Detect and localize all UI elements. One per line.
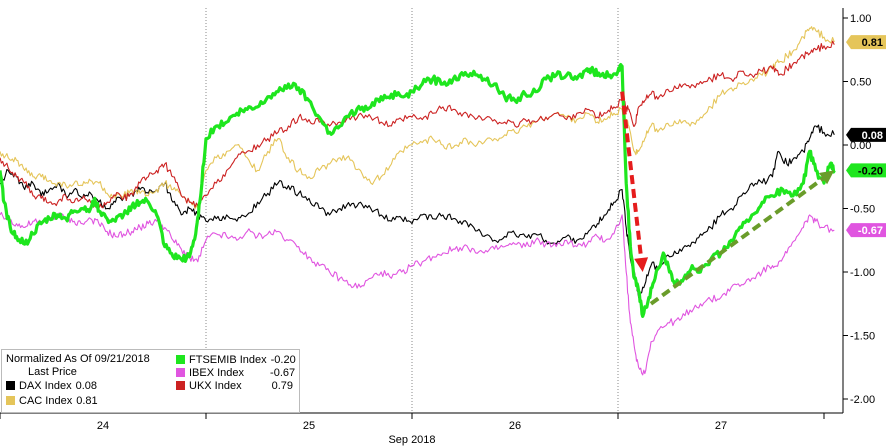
series-line-ftsemib	[0, 62, 836, 318]
last-value-tag-label: 0.81	[862, 37, 883, 49]
legend-swatch	[176, 355, 185, 364]
series-line-cac	[0, 26, 835, 210]
legend-entry-ibex: IBEX Index -0.67	[176, 367, 295, 380]
legend-entry-ukx: UKX Index 0.79	[176, 380, 293, 393]
legend-entry-value: -0.67	[270, 367, 296, 379]
x-tick-label: 26	[509, 420, 521, 432]
legend-entry-ftsemib: FTSEMIB Index -0.20	[176, 354, 296, 367]
legend-swatch	[6, 381, 15, 390]
legend-entry-name: IBEX Index	[189, 367, 245, 379]
y-tick-label: 0.00	[850, 140, 871, 152]
y-tick-label: -0.50	[850, 204, 875, 216]
axes: 1.00 0.50 0.00 -0.50 -1.00 -1.50 -2.00 24 25 26 27…	[0, 8, 875, 446]
annotation-arrow-head	[634, 257, 649, 272]
y-tick-label: -2.00	[850, 394, 875, 406]
legend-subheading: Last Price	[28, 366, 77, 378]
annotation-arrow-head	[818, 170, 835, 185]
y-tick-label: -1.00	[850, 267, 875, 279]
series-layer	[0, 26, 836, 376]
legend-entry-value: -0.20	[270, 354, 296, 366]
x-tick-label: 27	[715, 420, 727, 432]
last-value-tag	[846, 127, 886, 142]
legend-entry-value: 0.08	[75, 380, 98, 392]
series-line-ukx	[0, 40, 835, 210]
legend-heading: Normalized As Of 09/21/2018	[6, 353, 150, 365]
series-line-ibex	[0, 211, 835, 376]
last-value-tag-label: -0.67	[858, 225, 883, 237]
x-tick-label: 25	[303, 420, 315, 432]
legend-swatch	[176, 368, 185, 377]
legend-swatch	[176, 381, 185, 390]
x-axis-label: Sep 2018	[388, 434, 435, 446]
last-value-tags: 0.81 0.08 -0.20 -0.67	[846, 35, 886, 238]
legend-swatch	[6, 396, 15, 405]
x-tick-label: 24	[97, 420, 109, 432]
legend-entry-name: DAX Index	[19, 380, 72, 392]
annotation-arrow-shaft	[649, 177, 825, 306]
legend: Normalized As Of 09/21/2018 Last Price D…	[1, 349, 300, 413]
legend-entry-name: UKX Index	[189, 380, 242, 392]
y-tick-label: 1.00	[850, 13, 871, 25]
legend-entry-cac: CAC Index 0.81	[6, 395, 98, 408]
legend-entry-name: CAC Index	[19, 395, 73, 407]
annotation-layer	[620, 91, 835, 306]
last-value-tag	[846, 163, 886, 178]
last-value-tag	[846, 35, 886, 50]
last-value-tag-label: -0.20	[858, 165, 883, 177]
legend-entry-value: 0.79	[271, 380, 294, 392]
last-value-tag-label: 0.08	[862, 130, 883, 142]
y-tick-label: -1.50	[850, 331, 875, 343]
legend-entry-name: FTSEMIB Index	[189, 354, 267, 366]
y-tick-label: 0.50	[850, 77, 871, 89]
last-value-tag	[846, 223, 886, 238]
legend-entry-dax: DAX Index 0.08	[6, 380, 97, 393]
legend-entry-value: 0.81	[76, 395, 98, 407]
